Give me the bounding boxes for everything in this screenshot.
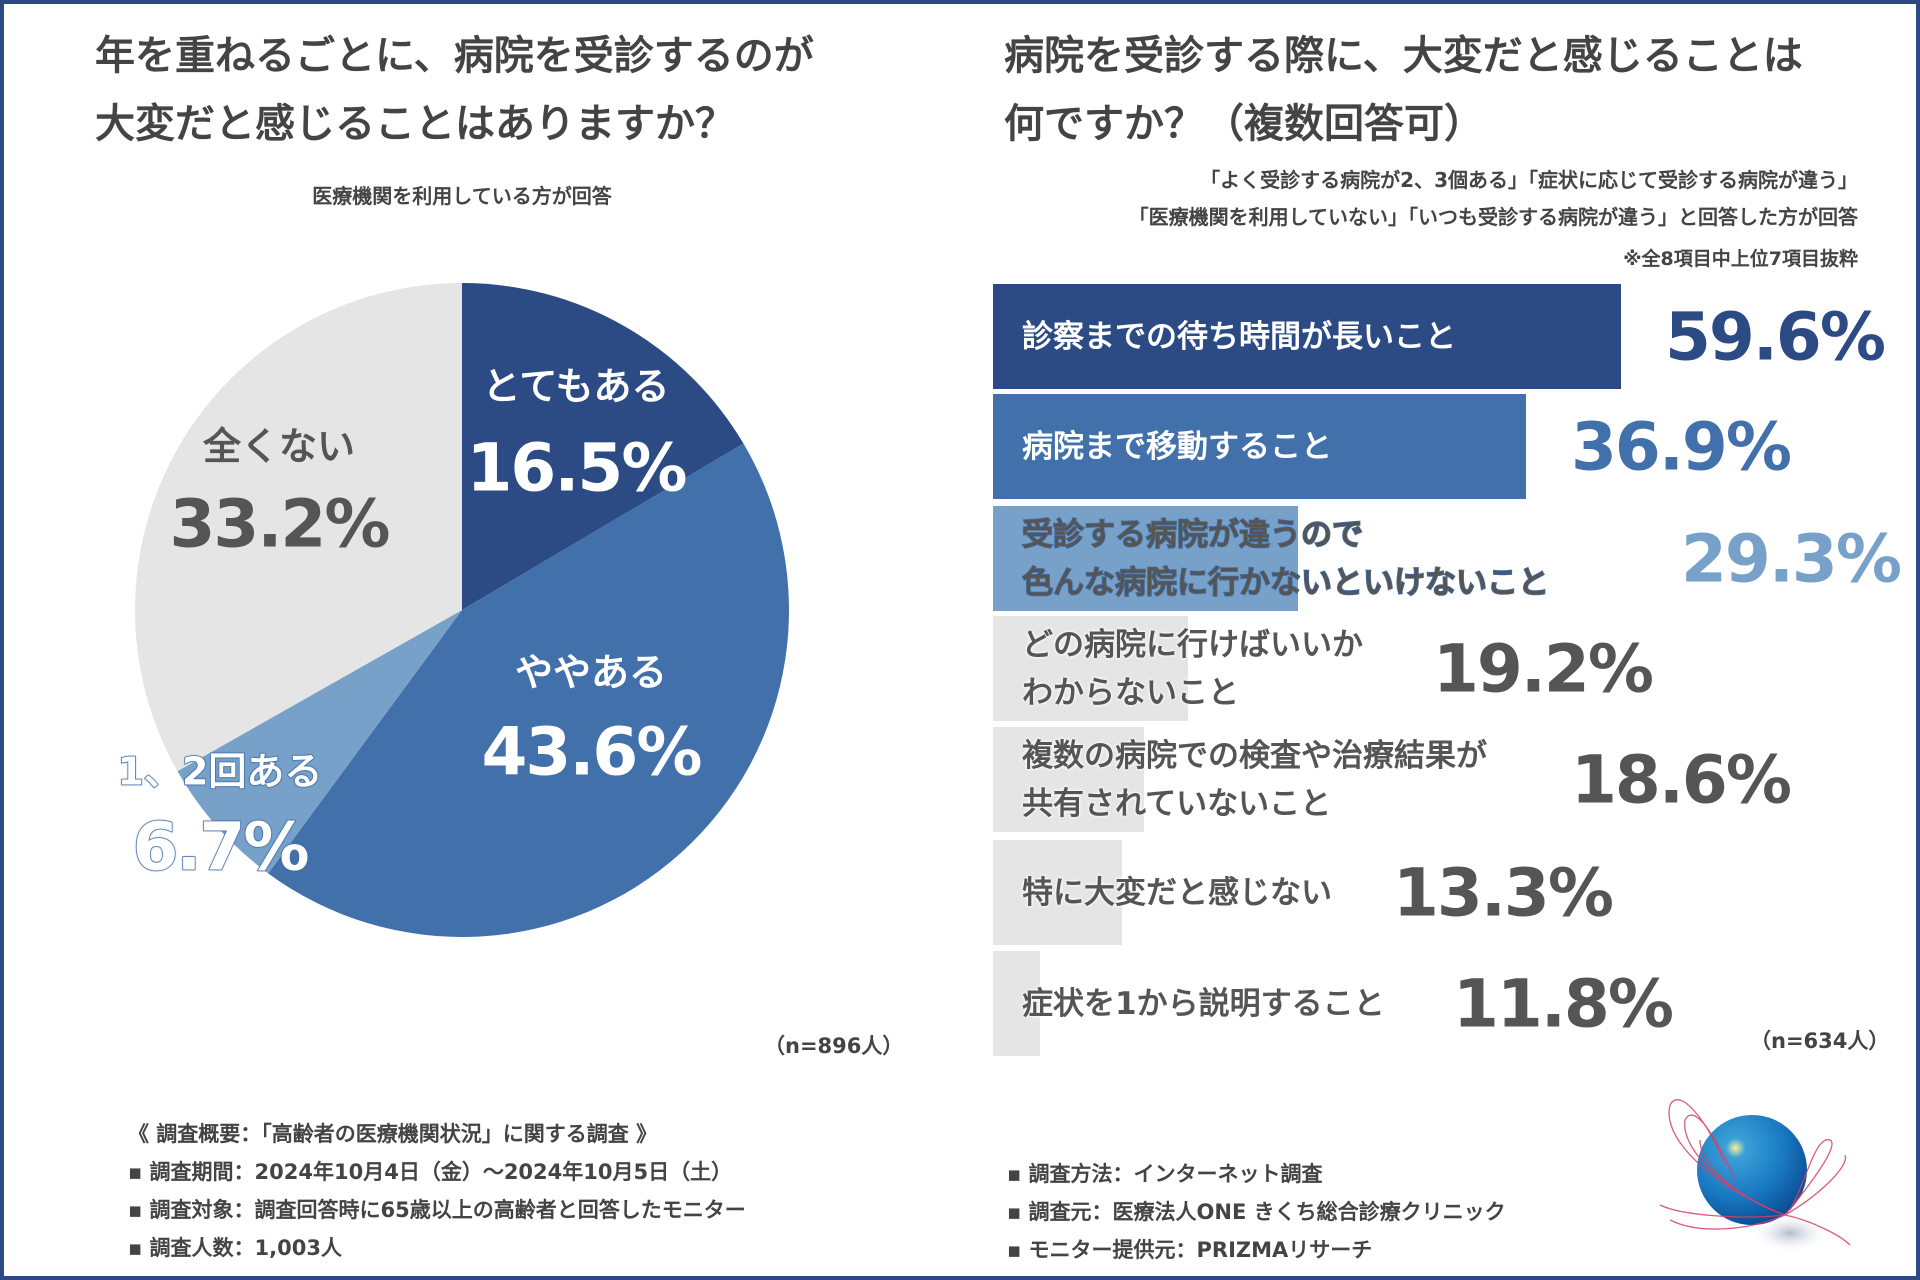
left-title-line1: 年を重ねるごとに、病院を受診するのが — [95, 33, 814, 79]
bar-value: 59.6% — [1665, 298, 1886, 375]
right-note-1: 「よく受診する病院が2、3個ある」「症状に応じて受診する病院が違う」 — [1200, 168, 1858, 192]
left-subtitle: 医療機関を利用している方が回答 — [312, 184, 612, 208]
pie-slice-value: 33.2% — [169, 485, 391, 563]
bar-row: 複数の病院での検査や治療結果が 共有されていないこと 18.6% — [993, 727, 1893, 832]
bar-label: 受診する病院が違うので色んな病院に行かないといけないこと — [1021, 511, 1550, 607]
pie-slice — [177, 610, 463, 874]
survey-method: ▪ 調査方法：インターネット調査 — [1007, 1162, 1323, 1186]
left-title: 年を重ねるごとに、病院を受診するのが 大変だと感じることはありますか？ — [95, 22, 814, 158]
bar-label-line: 共有されていないこと — [1022, 785, 1332, 822]
bar — [993, 951, 1040, 1056]
pie-slice — [462, 283, 744, 610]
globe-logo-icon — [1659, 1099, 1851, 1253]
survey-source: ▪ 調査元：医療法人ONE きくち総合診療クリニック — [1007, 1200, 1506, 1224]
bar-label-line: わからないこと — [1022, 674, 1239, 711]
survey-heading: 《 調査概要：「高齢者の医療機関状況」に関する調査 》 — [128, 1122, 658, 1146]
bar-row: 特に大変だと感じない 13.3% — [993, 840, 1893, 945]
bar-value: 13.3% — [1393, 854, 1614, 931]
bar-value: 29.3% — [1681, 520, 1902, 597]
bar-label-line: 症状を1から説明すること — [1022, 985, 1385, 1022]
bar — [993, 506, 1298, 611]
pie-slice-label: とてもある — [482, 364, 670, 409]
bar — [993, 616, 1188, 721]
pie-slice — [135, 283, 462, 772]
pie-slice-value: 6.7% — [132, 808, 311, 887]
bar — [993, 394, 1526, 499]
bar-row: 診察までの待ち時間が長いこと 59.6% — [993, 284, 1893, 389]
survey-summary: 《 調査概要：「高齢者の医療機関状況」に関する調査 》 ▪ 調査期間：2024年… — [128, 1115, 746, 1267]
survey-period: ▪ 調査期間：2024年10月4日（金）～2024年10月5日（土） — [128, 1160, 733, 1184]
bar-value: 18.6% — [1571, 741, 1792, 818]
bar-label: どの病院に行けばいいか わからないこと — [1022, 621, 1363, 717]
bar-label: 特に大変だと感じない — [1022, 869, 1332, 917]
left-title-line2: 大変だと感じることはありますか？ — [95, 101, 735, 147]
right-notes: 「よく受診する病院が2、3個ある」「症状に応じて受診する病院が違う」 「医療機関… — [1129, 162, 1858, 282]
bar-row: 病院まで移動すること 36.9% — [993, 394, 1893, 499]
bar-label-line: 診察までの待ち時間が長いこと — [1022, 318, 1456, 355]
bar — [993, 840, 1122, 945]
bar-label-line: どの病院に行けばいいか — [1022, 626, 1363, 663]
monitor-provider: ▪ モニター提供元：PRIZMAリサーチ — [1007, 1238, 1373, 1262]
bar-label: 症状を1から説明すること — [1022, 980, 1385, 1028]
right-note-2: 「医療機関を利用していない」「いつも受診する病院が違う」と回答した方が回答 — [1128, 205, 1858, 229]
survey-target: ▪ 調査対象：調査回答時に65歳以上の高齢者と回答したモニター — [128, 1198, 746, 1222]
bar-row: 症状を1から説明すること 11.8% — [993, 951, 1893, 1056]
bar-label: 複数の病院での検査や治療結果が 共有されていないこと — [1022, 732, 1487, 828]
right-title-line2: 何ですか？（複数回答可） — [1004, 101, 1484, 147]
pie-slice — [268, 443, 789, 937]
survey-count: ▪ 調査人数：1,003人 — [128, 1236, 342, 1260]
bar-value: 19.2% — [1433, 630, 1654, 707]
bar — [993, 727, 1144, 832]
pie-slice-value: 43.6% — [481, 713, 703, 791]
survey-details: ▪ 調査方法：インターネット調査 ▪ 調査元：医療法人ONE きくち総合診療クリ… — [1007, 1155, 1506, 1269]
right-note-3: ※全8項目中上位7項目抜粋 — [1623, 248, 1858, 270]
bar-label-line: 色んな病院に行かないといけないこと — [1021, 564, 1550, 602]
pie-slice-label: ややある — [514, 650, 668, 695]
bar-label: 病院まで移動すること — [1022, 423, 1332, 471]
right-title: 病院を受診する際に、大変だと感じることは 何ですか？（複数回答可） — [1004, 22, 1803, 158]
bar-label-line: 特に大変だと感じない — [1022, 874, 1332, 911]
left-sample-size: （n=896人） — [764, 1034, 904, 1058]
bar-label: 診察までの待ち時間が長いこと — [1022, 313, 1456, 361]
bar-value: 36.9% — [1571, 408, 1792, 485]
bar-value: 11.8% — [1453, 965, 1674, 1042]
bar-label-line: 複数の病院での検査や治療結果が — [1022, 737, 1487, 774]
right-title-line1: 病院を受診する際に、大変だと感じることは — [1004, 33, 1803, 79]
pie-slice-label: 全くない — [202, 424, 356, 469]
bar-row: どの病院に行けばいいか わからないこと 19.2% — [993, 616, 1893, 721]
pie-slice-label: 1、2回ある — [117, 749, 323, 795]
pie-slice-value: 16.5% — [466, 429, 688, 507]
bar-row: 受診する病院が違うので色んな病院に行かないといけないこと 29.3% — [993, 506, 1902, 611]
bar-label-line: 病院まで移動すること — [1022, 428, 1332, 465]
right-sample-size: （n=634人） — [1750, 1029, 1890, 1053]
bar-label-line: 受診する病院が違うので — [1021, 516, 1364, 554]
bar — [993, 284, 1621, 389]
pie-chart — [135, 283, 789, 937]
